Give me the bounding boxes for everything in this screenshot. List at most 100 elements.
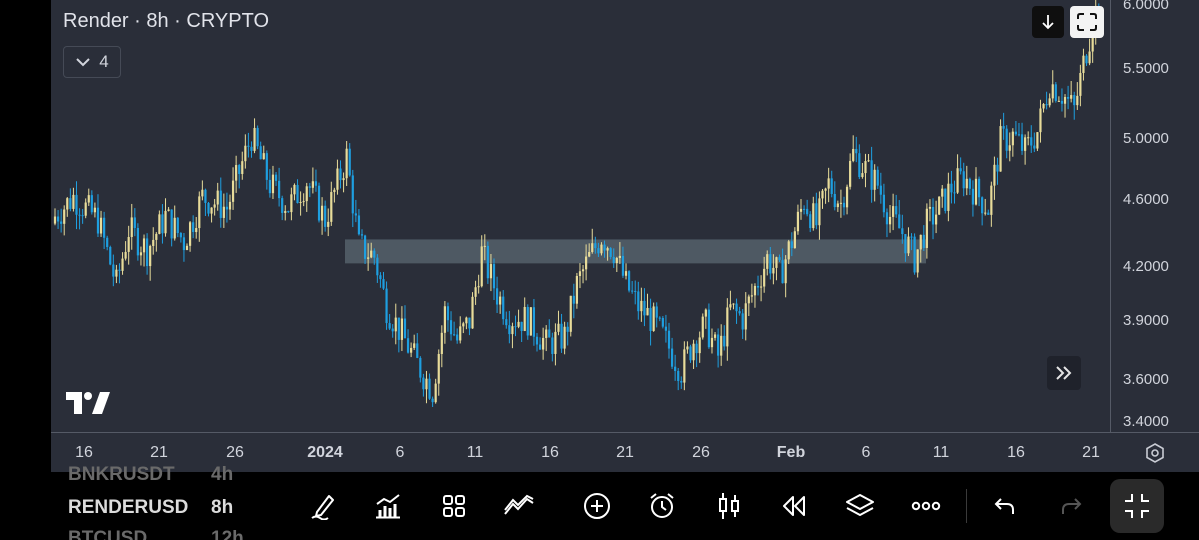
candle[interactable] — [416, 343, 419, 358]
candle[interactable] — [1088, 51, 1091, 64]
compare-button[interactable] — [499, 486, 539, 526]
candle[interactable] — [947, 183, 950, 211]
candle[interactable] — [419, 357, 422, 378]
candle[interactable] — [1070, 95, 1073, 99]
candle[interactable] — [511, 326, 514, 335]
candle[interactable] — [1091, 37, 1094, 52]
candle[interactable] — [1082, 55, 1085, 73]
candle[interactable] — [446, 306, 450, 321]
candle[interactable] — [870, 160, 873, 190]
candle[interactable] — [888, 216, 892, 225]
object-tree-button[interactable] — [840, 486, 880, 526]
candle[interactable] — [634, 290, 637, 292]
candle[interactable] — [149, 245, 152, 267]
candle[interactable] — [618, 255, 621, 258]
candle[interactable] — [78, 214, 81, 216]
candle[interactable] — [839, 202, 843, 204]
candle[interactable] — [713, 334, 717, 338]
candle[interactable] — [830, 178, 833, 195]
candle[interactable] — [1067, 97, 1070, 99]
candle[interactable] — [554, 331, 557, 354]
candle[interactable] — [990, 185, 993, 215]
candle[interactable] — [244, 145, 247, 162]
candle[interactable] — [505, 319, 508, 326]
candle[interactable] — [670, 348, 674, 367]
more-button[interactable] — [906, 486, 946, 526]
candle[interactable] — [578, 271, 582, 277]
candle[interactable] — [1060, 100, 1064, 104]
candle[interactable] — [1027, 137, 1030, 139]
candle[interactable] — [760, 286, 763, 288]
candle[interactable] — [563, 326, 566, 349]
fullscreen-exit-button[interactable] — [1110, 479, 1164, 533]
candle[interactable] — [787, 241, 790, 260]
candle[interactable] — [901, 228, 904, 235]
candle[interactable] — [363, 235, 367, 259]
candle[interactable] — [431, 398, 434, 403]
candle[interactable] — [683, 349, 686, 383]
candle[interactable] — [974, 178, 978, 205]
candle[interactable] — [631, 290, 634, 292]
candle[interactable] — [532, 307, 536, 337]
candle[interactable] — [916, 249, 919, 273]
chart-type-button[interactable] — [709, 486, 749, 526]
candle[interactable] — [486, 245, 489, 279]
candle[interactable] — [824, 188, 827, 191]
candle[interactable] — [170, 209, 173, 239]
candle[interactable] — [677, 370, 680, 381]
candle[interactable] — [873, 169, 876, 190]
candle[interactable] — [692, 343, 695, 361]
candle[interactable] — [489, 264, 493, 279]
candle[interactable] — [247, 145, 250, 147]
candle[interactable] — [529, 307, 532, 336]
watchlist-row[interactable]: BNKRUSDT 4h — [68, 464, 233, 486]
candle[interactable] — [336, 168, 339, 190]
candle[interactable] — [815, 203, 818, 226]
resistance-zone[interactable] — [345, 239, 926, 264]
candle[interactable] — [723, 335, 726, 347]
candle[interactable] — [327, 221, 330, 227]
candle[interactable] — [75, 194, 78, 215]
candle[interactable] — [90, 195, 93, 213]
candle[interactable] — [1073, 95, 1076, 106]
candle[interactable] — [345, 148, 348, 179]
fullscreen-toggle-button[interactable] — [1070, 6, 1104, 38]
candle[interactable] — [127, 237, 130, 252]
candle[interactable] — [382, 279, 385, 289]
candle[interactable] — [652, 306, 655, 331]
candle[interactable] — [302, 201, 305, 203]
candle[interactable] — [502, 296, 505, 320]
candle[interactable] — [492, 264, 496, 289]
candle[interactable] — [330, 192, 333, 222]
candle[interactable] — [99, 217, 103, 234]
candle[interactable] — [268, 179, 271, 194]
candle[interactable] — [440, 332, 443, 355]
candle[interactable] — [376, 257, 379, 276]
candle[interactable] — [53, 216, 57, 224]
watchlist-row[interactable]: BTCUSD 12h — [68, 528, 244, 540]
candle[interactable] — [1002, 126, 1005, 129]
candle[interactable] — [971, 188, 975, 205]
candle[interactable] — [471, 296, 474, 329]
candle[interactable] — [1033, 145, 1036, 149]
candle[interactable] — [139, 252, 143, 256]
candle[interactable] — [152, 239, 155, 246]
candle[interactable] — [397, 317, 400, 340]
candle[interactable] — [459, 326, 462, 341]
candle[interactable] — [517, 321, 520, 327]
add-button[interactable] — [577, 486, 617, 526]
candle[interactable] — [538, 344, 542, 350]
candle[interactable] — [477, 286, 480, 288]
time-axis[interactable]: 16 21 26 2024 6 11 16 21 26 Feb 6 11 16 21 — [51, 432, 1199, 472]
candle[interactable] — [836, 203, 839, 208]
candle[interactable] — [928, 206, 932, 209]
candle[interactable] — [354, 213, 357, 216]
candle[interactable] — [314, 181, 318, 186]
candle[interactable] — [259, 146, 262, 160]
candle[interactable] — [133, 217, 136, 228]
redo-button[interactable] — [1051, 486, 1091, 526]
candle[interactable] — [845, 186, 849, 208]
candle[interactable] — [428, 378, 431, 399]
candle[interactable] — [876, 169, 879, 186]
candle[interactable] — [1017, 134, 1021, 136]
